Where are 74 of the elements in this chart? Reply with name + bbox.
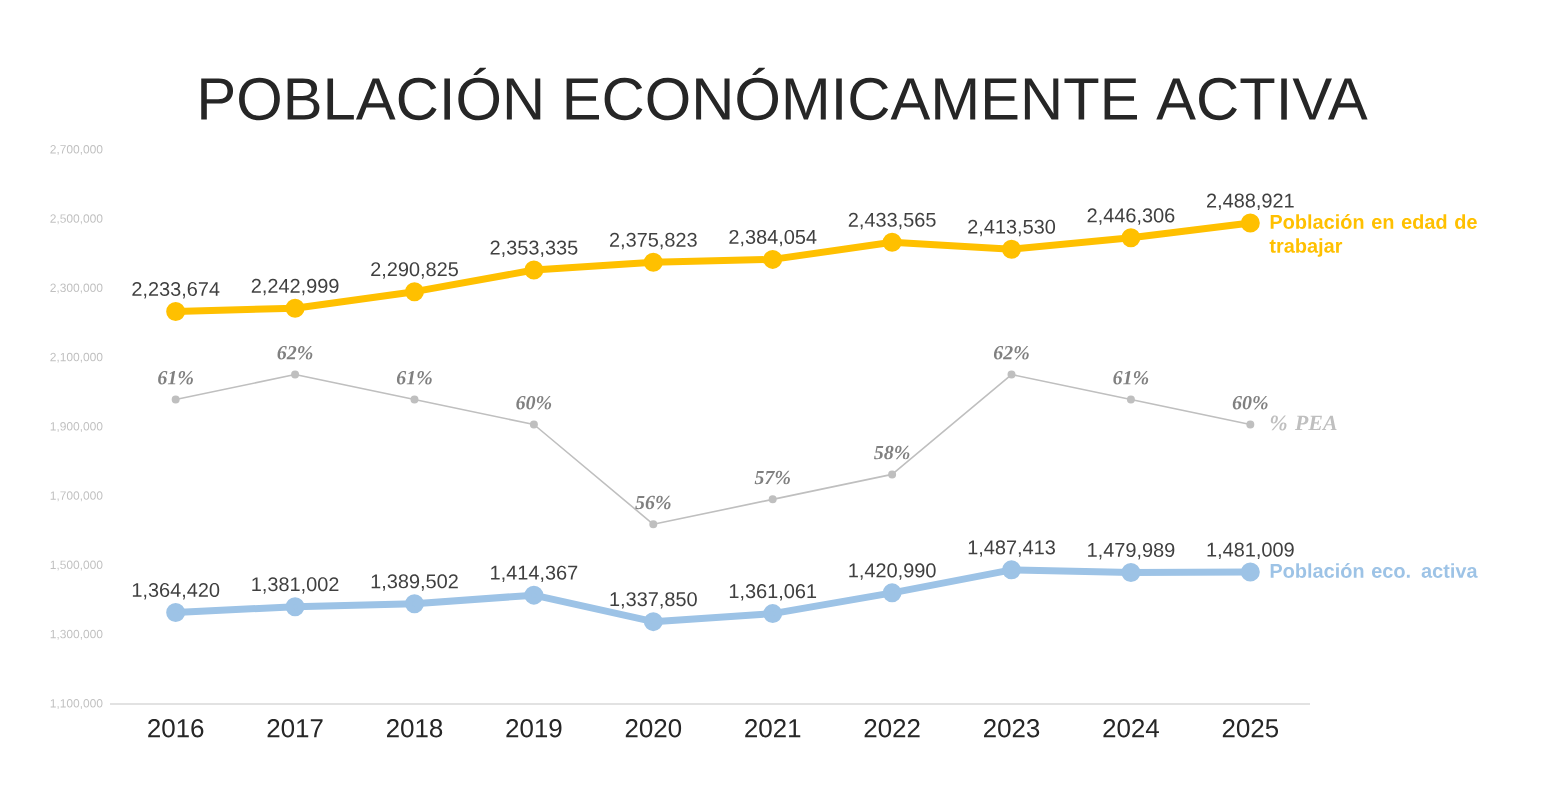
data-label: 2,242,999 bbox=[251, 278, 339, 296]
data-label: 2,375,823 bbox=[609, 232, 697, 250]
data-label: 58% bbox=[874, 445, 910, 460]
point bbox=[649, 520, 658, 529]
point bbox=[524, 585, 544, 605]
point bbox=[643, 252, 663, 272]
data-label: 62% bbox=[993, 346, 1029, 360]
data-label: 2,353,335 bbox=[490, 240, 578, 257]
point bbox=[763, 604, 783, 624]
point bbox=[763, 249, 783, 269]
series-label: % PEA bbox=[1270, 415, 1337, 431]
data-label: 1,364,420 bbox=[132, 582, 220, 600]
point bbox=[1240, 562, 1260, 582]
point bbox=[882, 583, 902, 603]
point bbox=[285, 298, 305, 318]
x-tick-label: 2023 bbox=[984, 719, 1040, 738]
point bbox=[291, 370, 300, 379]
data-label: 56% bbox=[635, 495, 671, 510]
point bbox=[888, 470, 897, 479]
point bbox=[643, 612, 663, 632]
x-tick-label: 2020 bbox=[625, 719, 682, 738]
point bbox=[1126, 395, 1135, 404]
x-tick-label: 2016 bbox=[148, 719, 204, 738]
data-label: 1,414,367 bbox=[491, 565, 578, 583]
x-tick-label: 2018 bbox=[386, 719, 443, 738]
data-label: 2,290,825 bbox=[371, 262, 458, 279]
data-label: 1,481,009 bbox=[1207, 542, 1294, 560]
data-label: 61% bbox=[396, 370, 432, 385]
point bbox=[1007, 370, 1016, 379]
series-label: Población en edad de trabajar bbox=[1269, 214, 1477, 257]
point bbox=[285, 597, 305, 617]
data-label: 1,361,061 bbox=[729, 584, 817, 601]
data-label: 1,420,990 bbox=[849, 563, 936, 580]
point bbox=[404, 282, 424, 302]
point bbox=[524, 260, 544, 280]
chart-title: POBLACIÓN ECONÓMICAMENTE ACTIVA bbox=[201, 67, 1368, 121]
point bbox=[166, 301, 186, 321]
x-tick-label: 2019 bbox=[506, 719, 562, 738]
x-tick-label: 2022 bbox=[864, 719, 920, 738]
point bbox=[529, 420, 538, 429]
x-tick-label: 2024 bbox=[1103, 719, 1159, 738]
series-label: Población eco. activa bbox=[1270, 563, 1478, 578]
data-label: 2,433,565 bbox=[848, 212, 936, 230]
point bbox=[171, 395, 180, 404]
data-label: 2,233,674 bbox=[132, 281, 220, 299]
data-label: 60% bbox=[516, 395, 552, 410]
point bbox=[166, 602, 186, 622]
point bbox=[1002, 560, 1022, 580]
x-tick-label: 2017 bbox=[267, 719, 323, 738]
data-label: 1,479,989 bbox=[1088, 542, 1175, 560]
data-label: 1,381,002 bbox=[252, 577, 339, 594]
point bbox=[1240, 213, 1260, 233]
point bbox=[1002, 239, 1022, 259]
data-label: 1,337,850 bbox=[610, 592, 697, 609]
data-label: 60% bbox=[1232, 395, 1268, 410]
point bbox=[882, 232, 902, 252]
data-label: 2,488,921 bbox=[1207, 193, 1294, 211]
data-label: 2,413,530 bbox=[968, 219, 1056, 237]
data-label: 61% bbox=[158, 370, 193, 385]
data-label: 61% bbox=[1113, 370, 1149, 385]
x-tick-label: 2025 bbox=[1222, 719, 1279, 738]
x-tick-label: 2021 bbox=[745, 719, 801, 738]
data-label: 2,446,306 bbox=[1087, 208, 1175, 225]
point bbox=[1121, 562, 1141, 582]
data-label: 1,487,413 bbox=[968, 540, 1055, 557]
point bbox=[1121, 228, 1141, 248]
data-label: 62% bbox=[277, 346, 313, 360]
data-label: 1,389,502 bbox=[371, 574, 458, 591]
data-label: 2,384,054 bbox=[729, 229, 817, 247]
data-label: 57% bbox=[754, 470, 790, 485]
point bbox=[1246, 420, 1255, 429]
point bbox=[410, 395, 419, 404]
point bbox=[768, 495, 777, 504]
point bbox=[404, 594, 424, 614]
